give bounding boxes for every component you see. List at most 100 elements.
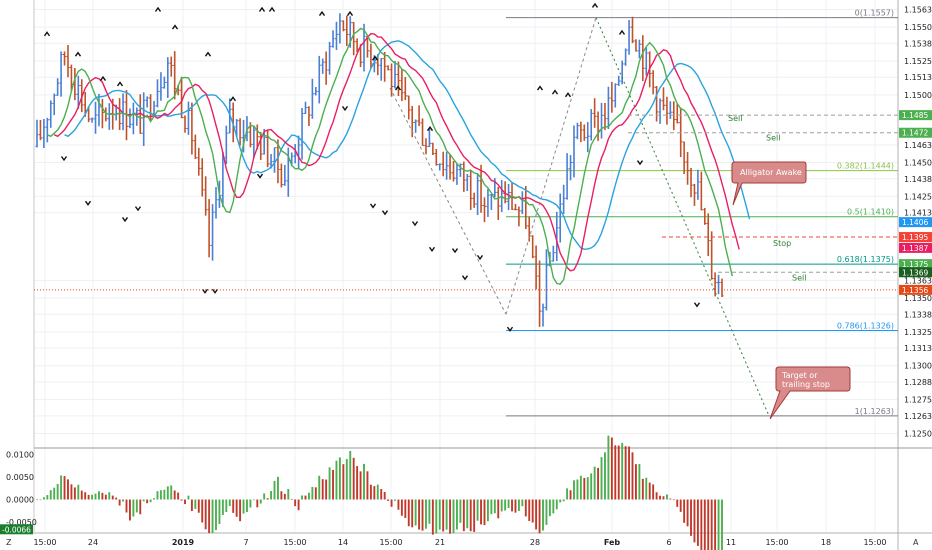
fib-level-label: 0.786(1.1326) xyxy=(837,322,894,331)
fractal-down-marker xyxy=(461,275,469,281)
oscillator-bar xyxy=(146,499,149,504)
oscillator-bar xyxy=(321,479,324,500)
oscillator-bar xyxy=(690,499,692,536)
oscillator-bar xyxy=(696,499,699,546)
oscillator-bar xyxy=(624,446,627,500)
oscillator-bar xyxy=(717,499,720,550)
oscillator-bar xyxy=(425,499,427,529)
price-tick-label: 1.1563 xyxy=(904,5,932,14)
oscillator-bar xyxy=(153,498,155,500)
oscillator-bar xyxy=(132,499,135,517)
oscillator-bar xyxy=(201,499,204,523)
oscillator-bar xyxy=(614,445,617,500)
oscillator-bar xyxy=(493,499,496,514)
fractal-up-marker xyxy=(618,29,626,35)
sell-label: Sell xyxy=(728,114,742,123)
price-tag xyxy=(899,110,932,121)
oscillator-bar xyxy=(672,499,675,501)
oscillator-bar xyxy=(700,499,703,550)
time-tick-label: 18 xyxy=(821,538,831,547)
oscillator-bar xyxy=(445,499,448,530)
time-tick-label: 14 xyxy=(338,538,348,547)
oscillator-bar xyxy=(394,499,396,501)
oscillator-bar xyxy=(194,499,197,509)
fractal-up-marker xyxy=(99,75,107,81)
oscillator-bar xyxy=(325,479,328,500)
corner-right-label[interactable]: A xyxy=(913,538,919,547)
price-tag-label: 1.1395 xyxy=(902,233,928,242)
oscillator-bar xyxy=(270,491,273,500)
oscillator-bar xyxy=(497,499,500,519)
oscillator-bar xyxy=(686,499,689,527)
oscillator-bar xyxy=(628,446,631,500)
oscillator-bar xyxy=(466,499,469,529)
price-tag xyxy=(899,217,932,228)
fractal-down-marker xyxy=(341,105,349,112)
oscillator-bar xyxy=(228,499,231,507)
price-tick-label: 1.1275 xyxy=(904,396,932,405)
oscillator-bar xyxy=(187,495,190,500)
oscillator-bar xyxy=(311,486,314,500)
callout-alligator-awake xyxy=(731,161,807,206)
oscillator-bar xyxy=(542,499,544,531)
fib-level-label: 0.5(1.1410) xyxy=(847,208,894,217)
time-tick-label: 28 xyxy=(530,538,540,547)
oscillator-bar xyxy=(559,499,562,503)
fractal-markers xyxy=(43,2,701,332)
oscillator-bar xyxy=(63,476,66,500)
price-tick-label: 1.1525 xyxy=(904,57,932,66)
oscillator-bar xyxy=(662,496,665,500)
oscillator-bar xyxy=(665,494,668,500)
price-bars xyxy=(35,13,724,327)
oscillator-bar xyxy=(280,491,283,500)
oscillator-bar xyxy=(356,466,359,500)
oscillator-bar xyxy=(221,499,224,516)
oscillator-bar xyxy=(390,499,393,507)
oscillator-bar xyxy=(46,495,49,500)
oscillator-bar xyxy=(242,499,245,514)
oscillator-bar xyxy=(246,499,248,513)
fib-level-label: 0.618(1.1375) xyxy=(837,255,894,264)
oscillator-bar xyxy=(297,499,300,511)
oscillator-bar xyxy=(435,499,438,534)
oscillator-bar xyxy=(548,499,551,517)
oscillator-bar xyxy=(449,499,452,534)
trend-line-down-left xyxy=(389,87,507,315)
price-tag xyxy=(899,127,932,138)
oscillator-bar xyxy=(173,490,176,500)
oscillator-bar xyxy=(345,459,348,500)
oscillator-bar xyxy=(304,495,307,500)
price-tick-label: 1.1500 xyxy=(904,91,932,100)
price-tick-label: 1.1300 xyxy=(904,362,932,371)
oscillator-bar xyxy=(469,499,472,532)
fractal-down-marker xyxy=(451,248,459,254)
oscillator-bar xyxy=(566,488,569,500)
price-tag xyxy=(899,284,932,295)
fractal-down-marker xyxy=(121,217,129,223)
oscillator-bar xyxy=(679,499,682,512)
oscillator-bar xyxy=(631,452,634,500)
oscillator-bar xyxy=(307,492,310,500)
fractal-down-marker xyxy=(381,210,389,216)
fractal-up-marker xyxy=(394,85,402,91)
price-tick-label: 1.1425 xyxy=(904,192,932,201)
oscillator-bar xyxy=(108,492,111,500)
oscillator-bar xyxy=(621,442,624,500)
oscillator-bar xyxy=(115,497,118,500)
oscillator-bar xyxy=(359,471,362,500)
price-tick-label: 1.1263 xyxy=(904,412,932,421)
oscillator-bar xyxy=(593,466,596,500)
corner-left-label[interactable]: Z xyxy=(6,538,12,547)
oscillator-tick-label: 0.0100 xyxy=(6,450,34,459)
fractal-down-marker xyxy=(411,221,419,227)
oscillator-bar xyxy=(328,467,331,500)
oscillator-bar xyxy=(638,464,641,500)
oscillator-bar xyxy=(600,457,603,500)
oscillator-bar xyxy=(273,480,276,500)
price-tick-label: 1.1313 xyxy=(904,344,932,353)
time-tick-label: 24 xyxy=(88,538,98,547)
price-tick-label: 1.1463 xyxy=(904,141,932,150)
oscillator-bar xyxy=(42,497,45,500)
oscillator-bar xyxy=(349,450,352,500)
